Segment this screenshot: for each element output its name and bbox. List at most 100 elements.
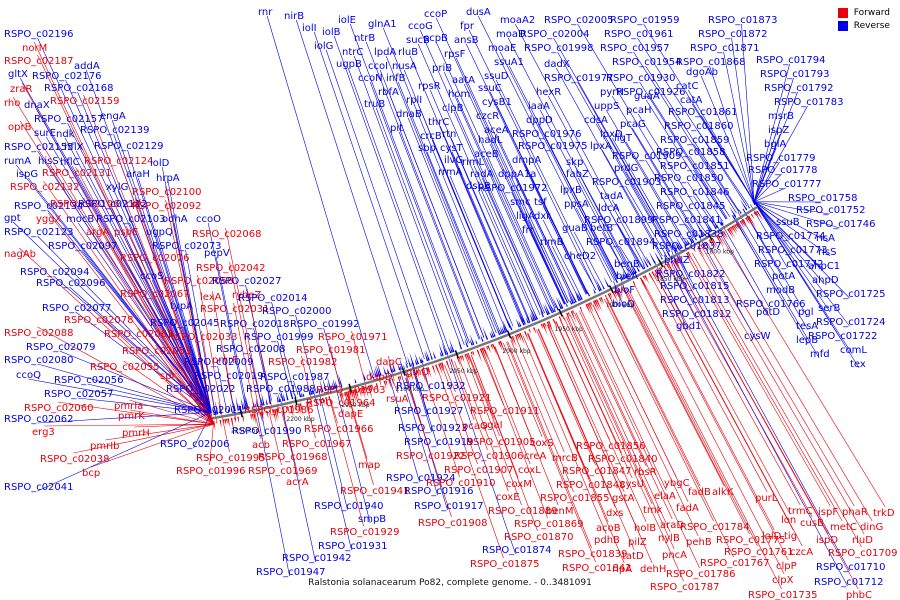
- leader-line: [429, 89, 529, 321]
- gene-label: coxS: [530, 438, 554, 449]
- reverse-gene-arrow: [565, 302, 568, 307]
- gene-label: acrA: [286, 477, 309, 488]
- leader-line: [645, 159, 694, 239]
- gene-label: ripA: [612, 564, 632, 575]
- reverse-gene-arrow: [278, 393, 281, 403]
- gene-label: bioD: [612, 299, 635, 310]
- gene-label: radA: [470, 169, 494, 180]
- leader-line: [580, 309, 667, 491]
- gene-label: addA: [74, 61, 100, 72]
- forward-gene-arrow: [595, 299, 603, 312]
- forward-gene-arrow: [622, 286, 627, 295]
- gene-label: ccoS: [140, 271, 163, 282]
- gene-label: RSPO_c01966: [304, 424, 374, 435]
- reverse-gene-arrow: [729, 206, 737, 218]
- leader-line: [523, 163, 588, 294]
- gene-label: RSPO_c01959: [610, 15, 680, 26]
- gene-label: RSPO_c01975: [518, 141, 588, 152]
- leader-line: [329, 399, 364, 527]
- leader-line: [753, 105, 808, 202]
- leader-line: [201, 330, 218, 424]
- forward-gene-arrow: [237, 416, 240, 424]
- gene-label: rrmA: [438, 167, 463, 178]
- gene-label: guaB: [562, 223, 588, 234]
- gene-label: rpsR: [418, 81, 441, 92]
- gene-label: odhA: [162, 214, 188, 225]
- reverse-gene-arrow: [704, 219, 713, 232]
- leader-line: [623, 289, 725, 487]
- gene-label: rho: [4, 98, 20, 109]
- gene-label: RSPO_c01932: [396, 381, 466, 392]
- gene-label: RSPO_c02011: [174, 405, 244, 416]
- gene-label: rimL: [462, 157, 485, 168]
- leader-line: [693, 143, 739, 212]
- gene-label: RSPO_c02006: [160, 439, 230, 450]
- forward-gene-arrow: [685, 252, 692, 262]
- leader-line: [698, 249, 865, 535]
- leader-line: [185, 249, 216, 412]
- leader-line: [753, 201, 850, 327]
- gene-label: cysW: [744, 331, 771, 342]
- leader-line: [353, 55, 462, 347]
- leader-line: [451, 362, 475, 421]
- gene-label: cysU: [620, 479, 644, 490]
- leader-line: [707, 243, 873, 522]
- forward-gene-arrow: [470, 351, 473, 356]
- leader-line: [557, 51, 671, 252]
- leader-line: [649, 95, 728, 219]
- leader-line: [481, 177, 544, 314]
- reverse-gene-arrow: [530, 308, 537, 321]
- gene-label: ntrB: [354, 33, 375, 44]
- gene-label: hadL: [478, 135, 503, 146]
- gene-label: ndk: [56, 129, 75, 140]
- forward-gene-arrow: [294, 404, 298, 412]
- leader-line: [577, 23, 703, 234]
- forward-gene-arrow: [561, 314, 565, 322]
- reverse-gene-arrow: [307, 385, 311, 396]
- gene-label: scpB: [424, 33, 448, 44]
- forward-gene-arrow: [391, 378, 395, 386]
- leader-line: [277, 340, 292, 397]
- reverse-gene-arrow: [260, 396, 264, 406]
- gene-label: tadA: [600, 191, 623, 202]
- gene-label: aceB: [474, 149, 499, 160]
- forward-gene-arrow: [735, 223, 740, 230]
- gene-label: ispD: [816, 535, 838, 546]
- reverse-gene-arrow: [629, 270, 633, 276]
- forward-gene-arrow: [259, 412, 263, 424]
- gene-label: RSPO_c01746: [806, 219, 876, 230]
- forward-gene-arrow: [607, 293, 615, 308]
- leader-line: [468, 356, 500, 437]
- gene-label: pehB: [686, 537, 712, 548]
- leader-line: [75, 166, 214, 425]
- forward-gene-arrow: [399, 376, 402, 382]
- gene-label: trkD: [873, 508, 895, 519]
- forward-gene-arrow: [670, 261, 674, 267]
- gene-label: RSPO_c01921: [422, 393, 492, 404]
- forward-gene-arrow: [677, 257, 681, 263]
- leader-line: [153, 251, 214, 425]
- gene-label: RSPO_c01917: [414, 501, 484, 512]
- forward-gene-arrow: [558, 316, 562, 323]
- gene-label: guaA: [634, 91, 660, 102]
- forward-gene-arrow: [542, 323, 548, 336]
- reverse-gene-arrow: [596, 285, 601, 292]
- gene-label: lpxA: [590, 141, 612, 152]
- reverse-gene-arrow: [215, 400, 219, 415]
- gene-label: lpxD: [600, 129, 623, 140]
- reverse-gene-arrow: [552, 296, 560, 311]
- gene-label: modB: [766, 285, 795, 296]
- reverse-gene-arrow: [284, 385, 289, 401]
- reverse-gene-arrow: [701, 230, 706, 236]
- gene-label: RSPO_c01947: [256, 567, 326, 578]
- gene-label: rtn: [442, 129, 456, 140]
- gene-label: iolD: [150, 158, 170, 169]
- gene-label: dxr: [534, 211, 551, 222]
- gene-label: nusA: [392, 61, 417, 72]
- gene-label: pmrF: [212, 355, 238, 366]
- gene-label: RSPO_c01766: [736, 299, 806, 310]
- gene-label: tig: [784, 531, 797, 542]
- gene-label: RSPO_c01856: [576, 441, 646, 452]
- leader-line: [516, 177, 575, 300]
- gene-label: RSPO_c01855: [540, 493, 610, 504]
